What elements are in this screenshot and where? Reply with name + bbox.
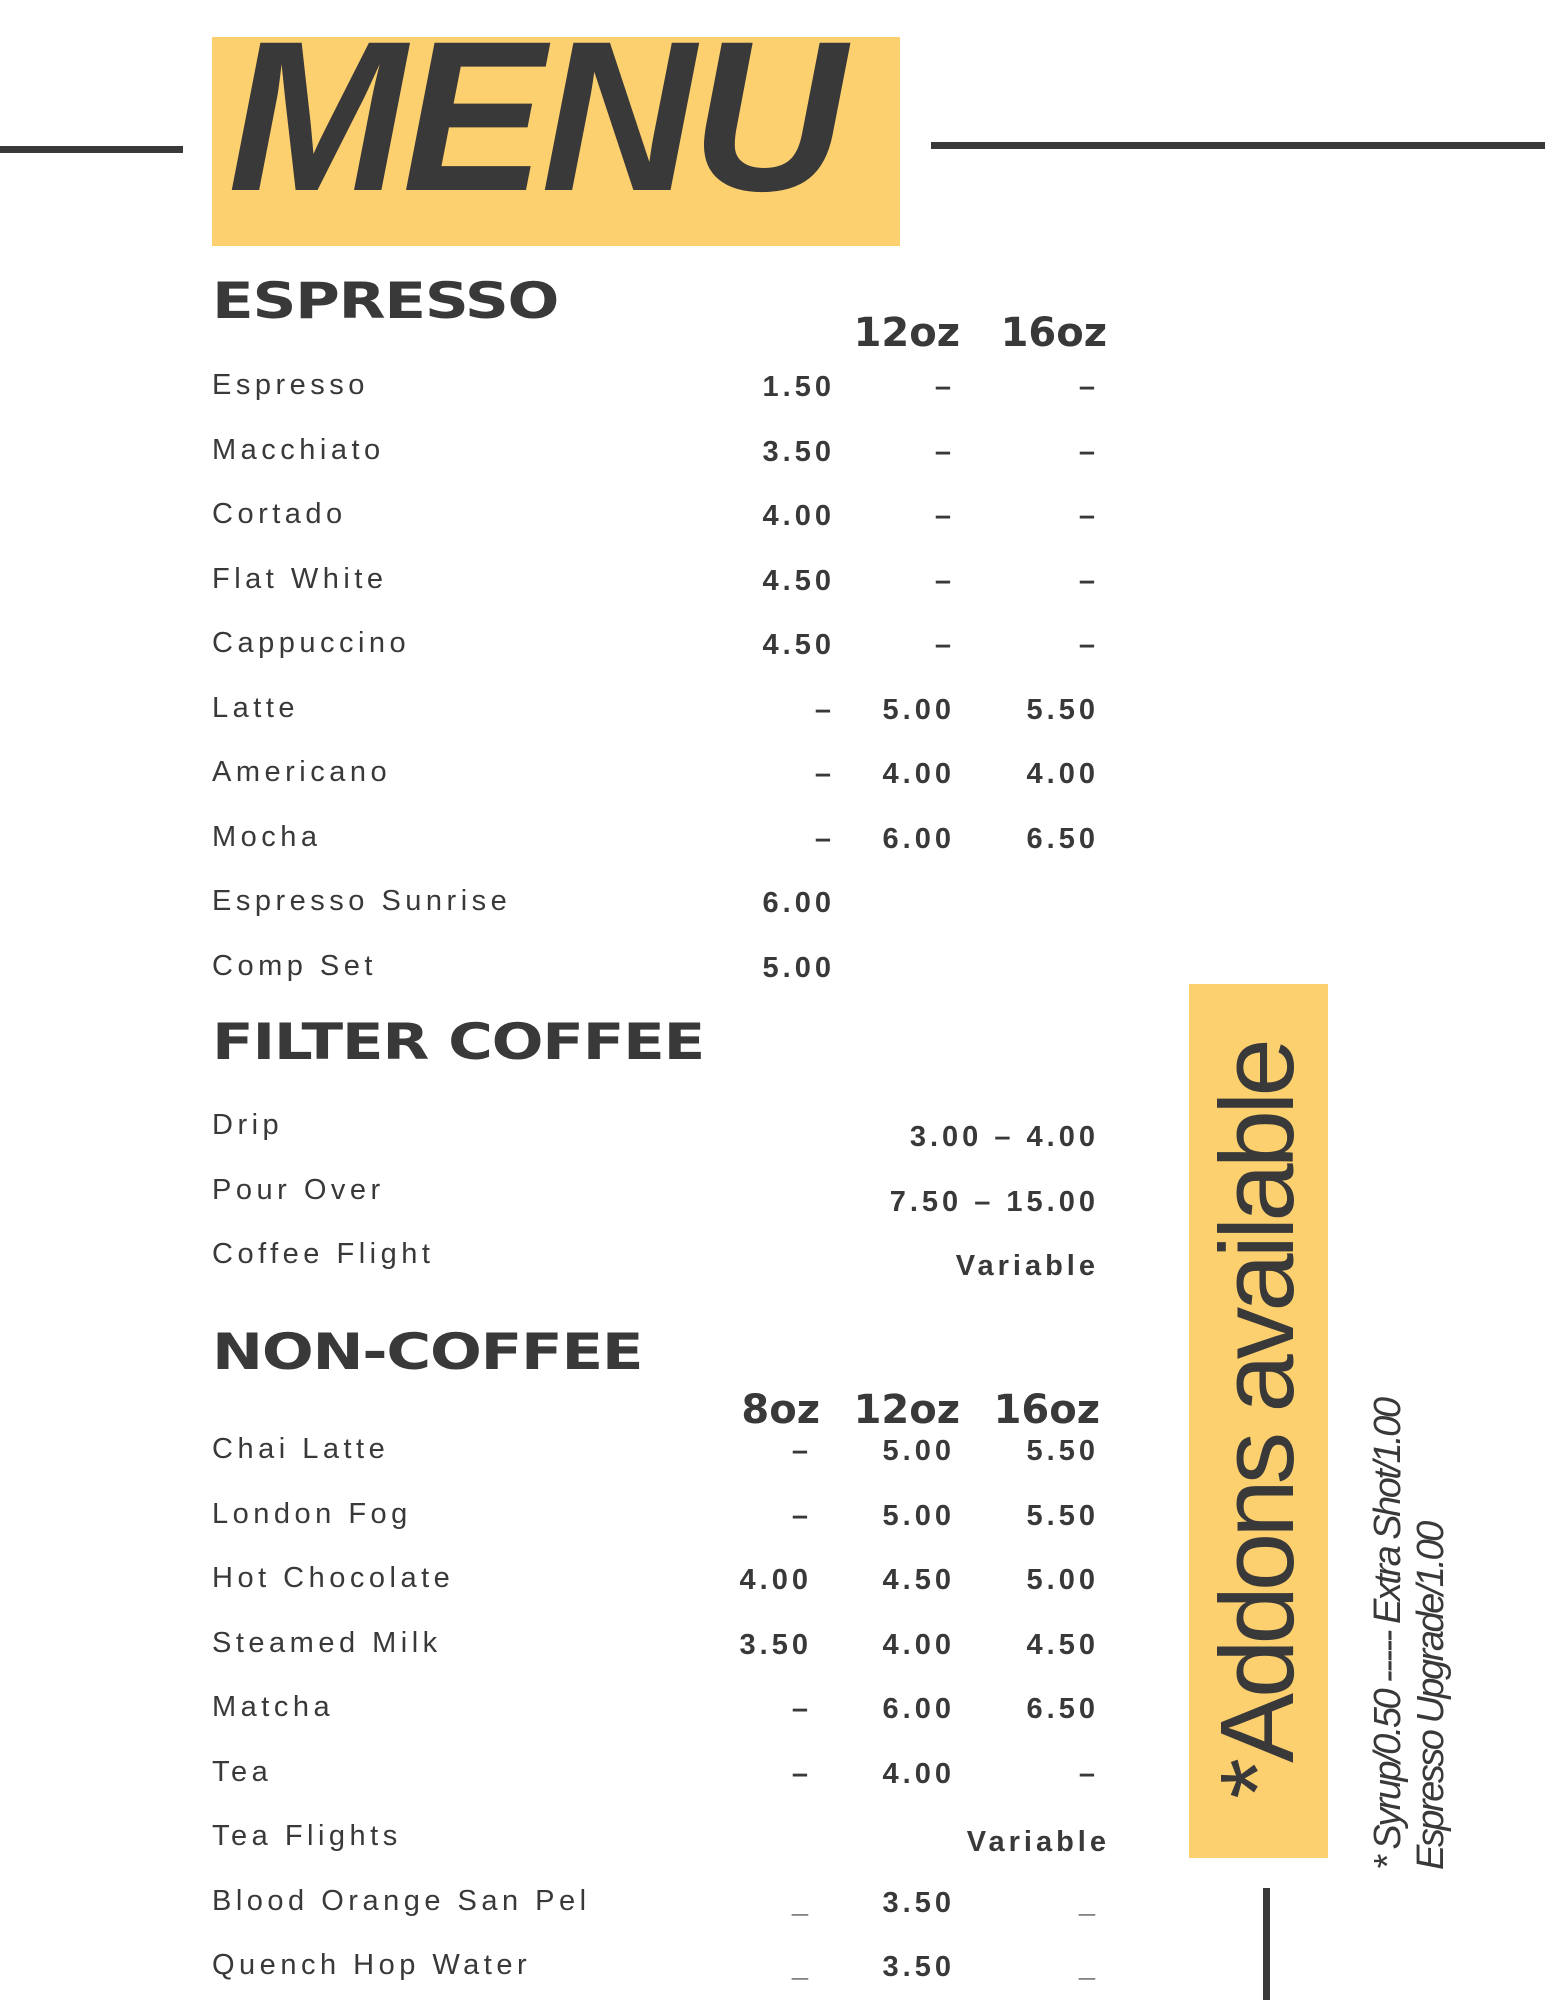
item-price: 4.50 <box>882 1564 955 1596</box>
addons-line-1: * Syrup/0.50 ----- Extra Shot/1.00 <box>1367 1399 1409 1870</box>
item-name: Macchiato <box>212 433 385 466</box>
item-price: 5.00 <box>762 951 835 984</box>
size-header-16oz: 16oz <box>993 1387 1100 1433</box>
item-price: 1.50 <box>762 371 835 403</box>
item-price: – <box>814 758 835 790</box>
addons-footnote: * Syrup/0.50 ----- Extra Shot/1.00 Espre… <box>1367 1270 1453 1870</box>
item-price: – <box>934 564 955 597</box>
item-price: – <box>1078 500 1099 532</box>
item-price: – <box>1078 1757 1099 1790</box>
item-name: Matcha <box>212 1691 335 1723</box>
size-header-16oz: 16oz <box>1000 310 1107 356</box>
item-price: 5.50 <box>1026 1499 1099 1532</box>
item-price: 6.50 <box>1026 1693 1099 1725</box>
item-price: 4.50 <box>762 629 835 661</box>
size-header-12oz: 12oz <box>853 1387 960 1433</box>
size-header-12oz: 12oz <box>853 310 960 356</box>
item-name: Chai Latte <box>212 1433 390 1465</box>
item-price: 4.50 <box>1026 1628 1099 1661</box>
item-price: 5.50 <box>1026 693 1099 726</box>
item-price: 5.50 <box>1026 1435 1099 1467</box>
item-price: 5.00 <box>1026 1564 1099 1596</box>
item-name: Pour Over <box>212 1173 385 1206</box>
item-price: _ <box>1078 1886 1099 1919</box>
left-rule <box>0 146 183 153</box>
item-price: 4.00 <box>1026 758 1099 790</box>
item-name: Tea <box>212 1755 273 1788</box>
item-price: _ <box>1078 1951 1099 1983</box>
item-price: 3.50 <box>882 1886 955 1919</box>
item-name: Cortado <box>212 498 347 530</box>
menu-title: MENU <box>228 0 846 236</box>
item-price: 3.50 <box>762 435 835 468</box>
item-price: _ <box>791 1886 812 1919</box>
item-name: Hot Chocolate <box>212 1562 455 1594</box>
item-name: Steamed Milk <box>212 1626 442 1659</box>
item-name: London Fog <box>212 1497 412 1530</box>
size-header-8oz: 8oz <box>741 1387 820 1433</box>
item-price: 4.00 <box>882 1757 955 1790</box>
item-price: – <box>934 500 955 532</box>
item-price: – <box>1078 564 1099 597</box>
addons-label: *Addons available <box>1199 1043 1316 1799</box>
item-price: 5.00 <box>882 1499 955 1532</box>
item-price: 4.00 <box>882 758 955 790</box>
item-price: – <box>934 435 955 468</box>
item-name: Cappuccino <box>212 627 411 659</box>
item-price-note: Variable <box>966 1826 1110 1858</box>
item-price: 6.50 <box>1026 822 1099 855</box>
item-price: 3.00 – 4.00 <box>909 1121 1099 1153</box>
espresso-heading: ESPRESSO <box>212 272 559 330</box>
item-name: Mocha <box>212 820 322 853</box>
non-coffee-heading: NON-COFFEE <box>212 1323 644 1381</box>
item-price: 4.00 <box>739 1564 812 1596</box>
item-price: 6.00 <box>882 822 955 855</box>
item-price: 5.00 <box>882 1435 955 1467</box>
item-name: Americano <box>212 756 392 788</box>
item-price: 4.00 <box>762 500 835 532</box>
item-name: Coffee Flight <box>212 1238 435 1270</box>
item-price: 5.00 <box>882 693 955 726</box>
item-price: 6.00 <box>882 1693 955 1725</box>
item-name: Latte <box>212 691 299 724</box>
item-price: – <box>934 371 955 403</box>
item-price: 4.00 <box>882 1628 955 1661</box>
right-rule <box>931 142 1545 149</box>
title-banner <box>212 37 900 246</box>
item-price: – <box>1078 435 1099 468</box>
addons-banner <box>1189 984 1328 1858</box>
item-name: Tea Flights <box>212 1820 402 1852</box>
item-price: – <box>1078 629 1099 661</box>
item-price: – <box>791 1757 812 1790</box>
item-price: 6.00 <box>762 887 835 919</box>
item-name: Drip <box>212 1109 284 1141</box>
item-name: Espresso <box>212 369 369 401</box>
item-price: Variable <box>955 1250 1099 1282</box>
item-name: Comp Set <box>212 949 377 982</box>
item-name: Blood Orange San Pel <box>212 1884 591 1917</box>
item-name: Quench Hop Water <box>212 1949 532 1981</box>
addons-line-2: Espresso Upgrade/1.00 <box>1410 1523 1452 1870</box>
item-price: – <box>814 822 835 855</box>
item-price: – <box>814 693 835 726</box>
filter-coffee-heading: FILTER COFFEE <box>212 1013 705 1071</box>
item-price: – <box>791 1499 812 1532</box>
item-price: – <box>1078 371 1099 403</box>
item-price: – <box>791 1693 812 1725</box>
item-name: Flat White <box>212 562 388 595</box>
item-price: 3.50 <box>882 1951 955 1983</box>
bottom-vertical-rule <box>1263 1888 1270 2000</box>
item-price: – <box>791 1435 812 1467</box>
item-name: Espresso Sunrise <box>212 885 512 917</box>
item-price: 4.50 <box>762 564 835 597</box>
item-price: 3.50 <box>739 1628 812 1661</box>
item-price: – <box>934 629 955 661</box>
item-price: 7.50 – 15.00 <box>889 1185 1099 1218</box>
item-price: _ <box>791 1951 812 1983</box>
